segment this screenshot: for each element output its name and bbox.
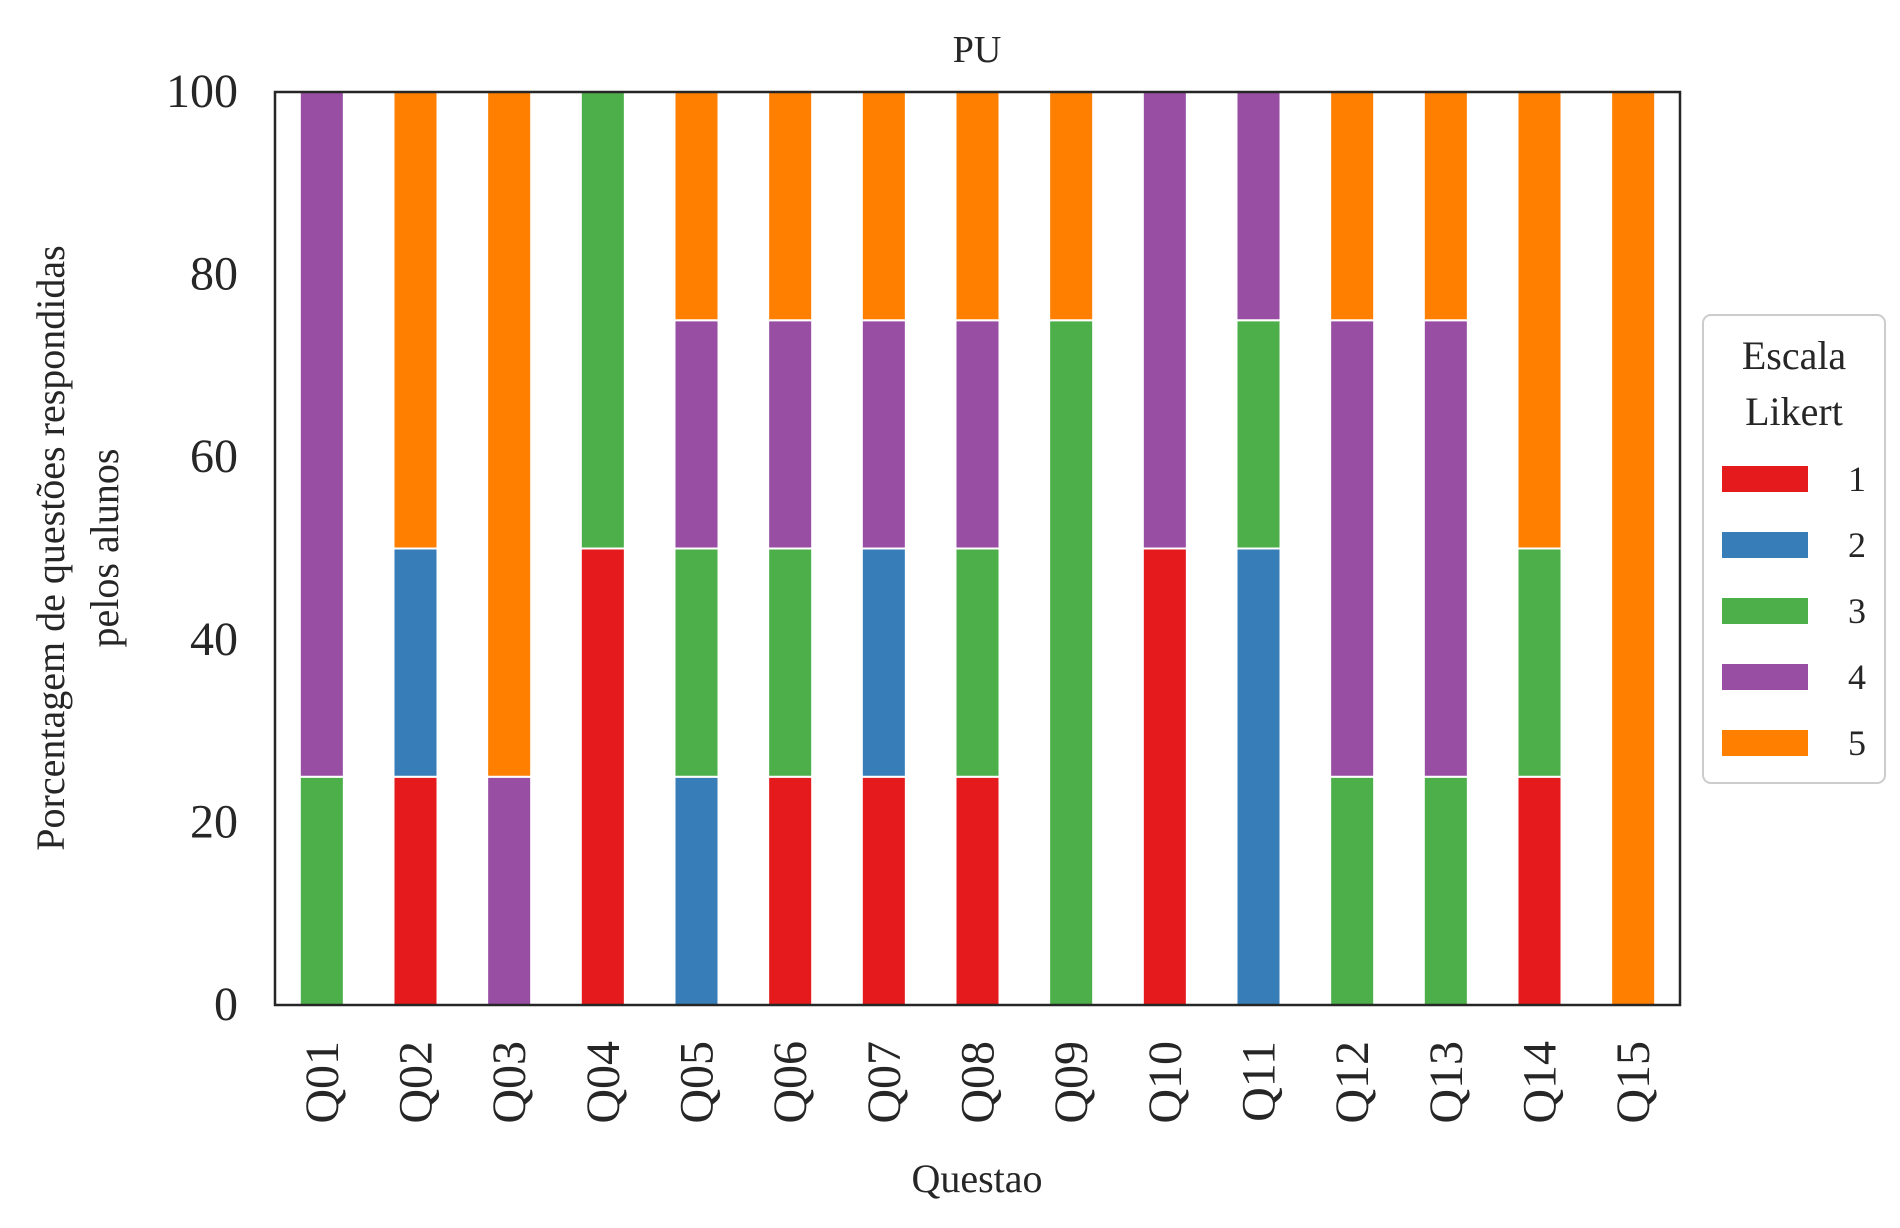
bar-q14-level-5	[1516, 91, 1563, 550]
x-tick-label: Q08	[952, 1041, 1005, 1124]
bar-q03-level-4	[486, 775, 533, 1006]
x-axis-ticks: Q01 Q02 Q03 Q04 Q05 Q06 Q07 Q08 Q09 Q10 Q11 Q12 Q13 Q…	[296, 1041, 1660, 1124]
bar-q04-level-3	[579, 91, 626, 550]
bar-q06-level-1	[767, 775, 814, 1006]
bar-q09-level-3	[1048, 319, 1095, 1006]
x-tick-label: Q07	[858, 1041, 911, 1124]
x-tick-label: Q05	[671, 1041, 724, 1124]
y-tick-label: 40	[190, 613, 238, 666]
bar-q05-level-5	[673, 91, 720, 322]
legend-label-1: 1	[1848, 459, 1866, 499]
bar-q01-level-3	[298, 775, 345, 1006]
y-axis-label-line-2: pelos alunos	[82, 449, 127, 648]
bar-q08-level-1	[954, 775, 1001, 1006]
legend-label-5: 5	[1848, 723, 1866, 763]
x-tick-label: Q02	[390, 1041, 443, 1124]
y-tick-label: 20	[190, 795, 238, 848]
bar-q14-level-3	[1516, 547, 1563, 778]
bar-q12-level-4	[1329, 319, 1376, 778]
bar-q06-level-3	[767, 547, 814, 778]
bar-q07-level-1	[860, 775, 907, 1006]
legend-title-line-2: Likert	[1745, 389, 1843, 434]
legend-label-3: 3	[1848, 591, 1866, 631]
bar-q08-level-3	[954, 547, 1001, 778]
bar-q12-level-3	[1329, 775, 1376, 1006]
bar-q13-level-4	[1422, 319, 1469, 778]
bar-q11-level-2	[1235, 547, 1282, 1006]
y-tick-label: 0	[214, 978, 238, 1031]
legend-entries: 1 2 3 4 5	[1722, 459, 1866, 763]
x-tick-label: Q01	[296, 1041, 349, 1124]
bar-q03-level-5	[486, 91, 533, 778]
x-tick-label: Q04	[577, 1041, 630, 1124]
bar-q07-level-2	[860, 547, 907, 778]
bar-q06-level-5	[767, 91, 814, 322]
y-tick-label: 100	[166, 65, 238, 118]
bar-q13-level-3	[1422, 775, 1469, 1006]
x-tick-label: Q12	[1326, 1041, 1379, 1124]
x-tick-label: Q09	[1045, 1041, 1098, 1124]
x-tick-label: Q10	[1139, 1041, 1192, 1124]
x-axis-label: Questao	[911, 1156, 1042, 1201]
y-tick-label: 80	[190, 248, 238, 301]
bar-q02-level-2	[392, 547, 439, 778]
bars-layer	[298, 91, 1657, 1006]
bar-q02-level-5	[392, 91, 439, 550]
x-tick-label: Q14	[1514, 1041, 1567, 1124]
x-tick-label: Q13	[1420, 1041, 1473, 1124]
bar-q15-level-5	[1610, 91, 1657, 1006]
bar-q05-level-3	[673, 547, 720, 778]
bar-q10-level-1	[1141, 547, 1188, 1006]
x-tick-label: Q11	[1233, 1041, 1286, 1122]
y-tick-label: 60	[190, 430, 238, 483]
bar-q08-level-5	[954, 91, 1001, 322]
bar-q08-level-4	[954, 319, 1001, 550]
bar-q12-level-5	[1329, 91, 1376, 322]
legend-swatch-2	[1722, 532, 1808, 558]
bar-q13-level-5	[1422, 91, 1469, 322]
bar-q09-level-5	[1048, 91, 1095, 322]
legend-swatch-3	[1722, 598, 1808, 624]
y-axis-label-line-1: Porcentagem de questões respondidas	[28, 245, 73, 850]
bar-q04-level-1	[579, 547, 626, 1006]
bar-q01-level-4	[298, 91, 345, 778]
bar-q06-level-4	[767, 319, 814, 550]
y-axis-ticks: 0 20 40 60 80 100	[166, 65, 238, 1031]
x-tick-label: Q15	[1607, 1041, 1660, 1124]
legend-label-4: 4	[1848, 657, 1866, 697]
x-tick-label: Q06	[764, 1041, 817, 1124]
bar-q07-level-5	[860, 91, 907, 322]
x-tick-label: Q03	[483, 1041, 536, 1124]
bar-q11-level-4	[1235, 91, 1282, 322]
bar-q07-level-4	[860, 319, 907, 550]
bar-q10-level-4	[1141, 91, 1188, 550]
legend-swatch-5	[1722, 730, 1808, 756]
legend-label-2: 2	[1848, 525, 1866, 565]
bar-q14-level-1	[1516, 775, 1563, 1006]
legend-title-line-1: Escala	[1742, 333, 1847, 378]
legend-swatch-4	[1722, 664, 1808, 690]
legend: Escala Likert 1 2 3 4 5	[1702, 314, 1886, 784]
bar-q02-level-1	[392, 775, 439, 1006]
legend-swatch-1	[1722, 466, 1808, 492]
bar-q05-level-4	[673, 319, 720, 550]
plot-frame	[273, 90, 1682, 1007]
bar-q05-level-2	[673, 775, 720, 1006]
chart-title: PU	[953, 29, 1002, 71]
bar-q11-level-3	[1235, 319, 1282, 550]
